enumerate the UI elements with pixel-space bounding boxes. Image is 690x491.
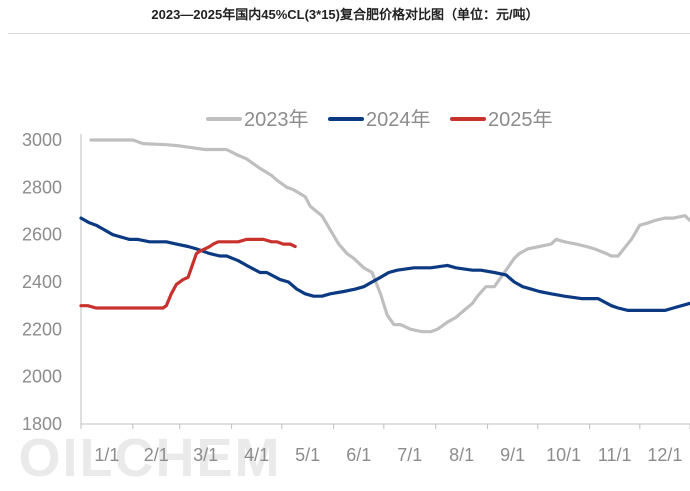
- series-line-2023年: [89, 138, 690, 334]
- legend-label-2023年: 2023年: [244, 108, 309, 131]
- x-tick-label: 2/1: [144, 445, 169, 465]
- x-tick-label: 1/1: [94, 445, 119, 465]
- y-tick-label: 3000: [22, 130, 62, 150]
- y-tick-label: 2200: [22, 319, 62, 339]
- watermark-text: OILCHEM: [19, 428, 282, 488]
- x-tick-label: 11/1: [598, 445, 632, 465]
- y-tick-label: 1800: [22, 414, 62, 434]
- y-tick-label: 2400: [22, 272, 62, 292]
- x-tick-label: 8/1: [449, 445, 474, 465]
- legend-label-2025年: 2025年: [488, 108, 553, 131]
- y-tick-label: 2000: [22, 367, 62, 387]
- y-tick-label: 2800: [22, 177, 62, 197]
- x-tick-label: 3/1: [193, 445, 218, 465]
- y-tick-label: 2600: [22, 225, 62, 245]
- x-tick-label: 4/1: [244, 445, 269, 465]
- x-tick-label: 10/1: [546, 445, 581, 465]
- x-tick-label: 12/1: [647, 445, 682, 465]
- chart-title: 2023—2025年国内45%CL(3*15)复合肥价格对比图（单位：元/吨）: [151, 7, 539, 22]
- legend-label-2024年: 2024年: [366, 108, 431, 131]
- x-tick-label: 7/1: [397, 445, 422, 465]
- x-tick-label: 9/1: [500, 445, 525, 465]
- title-divider: [8, 33, 690, 34]
- series-line-2024年: [79, 216, 690, 312]
- series-line-2025年: [79, 237, 297, 310]
- x-tick-label: 5/1: [295, 445, 320, 465]
- x-tick-label: 6/1: [346, 445, 371, 465]
